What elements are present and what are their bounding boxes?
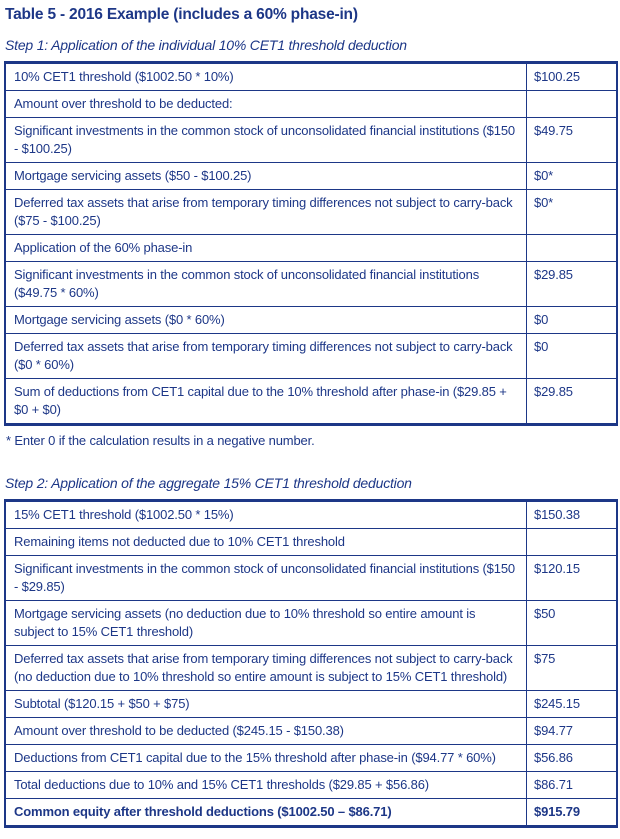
row-value: $86.71 (526, 771, 618, 799)
row-value: $49.75 (526, 117, 618, 163)
row-label: Significant investments in the common st… (4, 261, 527, 307)
page-title: Table 5 - 2016 Example (includes a 60% p… (5, 6, 358, 23)
table-row: Application of the 60% phase-in (4, 234, 618, 262)
step2-table: 15% CET1 threshold ($1002.50 * 15%) $150… (4, 499, 618, 828)
row-value: $94.77 (526, 717, 618, 745)
row-label: Total deductions due to 10% and 15% CET1… (4, 771, 527, 799)
row-value: $0* (526, 189, 618, 235)
row-label: Significant investments in the common st… (4, 555, 527, 601)
row-label: Subtotal ($120.15 + $50 + $75) (4, 690, 527, 718)
table-row: Significant investments in the common st… (4, 117, 618, 163)
row-value: $100.25 (526, 62, 618, 91)
table-row-total: Common equity after threshold deductions… (4, 798, 618, 827)
table-row: Mortgage servicing assets (no deduction … (4, 600, 618, 646)
table-row: 15% CET1 threshold ($1002.50 * 15%) $150… (4, 500, 618, 529)
row-value: $0* (526, 162, 618, 190)
table-row: 10% CET1 threshold ($1002.50 * 10%) $100… (4, 62, 618, 91)
row-value (526, 90, 618, 118)
row-value: $150.38 (526, 500, 618, 529)
row-label: Mortgage servicing assets (no deduction … (4, 600, 527, 646)
row-value (526, 528, 618, 556)
row-label: Remaining items not deducted due to 10% … (4, 528, 527, 556)
table-row: Deferred tax assets that arise from temp… (4, 645, 618, 691)
table-row: Deferred tax assets that arise from temp… (4, 189, 618, 235)
row-value (526, 234, 618, 262)
row-label: Deferred tax assets that arise from temp… (4, 189, 527, 235)
row-value: $56.86 (526, 744, 618, 772)
row-value: $915.79 (526, 798, 618, 827)
row-label: Mortgage servicing assets ($0 * 60%) (4, 306, 527, 334)
row-label: 15% CET1 threshold ($1002.50 * 15%) (4, 500, 527, 529)
row-value: $75 (526, 645, 618, 691)
table-row: Amount over threshold to be deducted: (4, 90, 618, 118)
table-row: Mortgage servicing assets ($50 - $100.25… (4, 162, 618, 190)
table-row: Mortgage servicing assets ($0 * 60%) $0 (4, 306, 618, 334)
row-label: Application of the 60% phase-in (4, 234, 527, 262)
step2-heading: Step 2: Application of the aggregate 15%… (5, 475, 412, 491)
row-label: Amount over threshold to be deducted ($2… (4, 717, 527, 745)
row-label: Mortgage servicing assets ($50 - $100.25… (4, 162, 527, 190)
row-label: Significant investments in the common st… (4, 117, 527, 163)
table-row: Sum of deductions from CET1 capital due … (4, 378, 618, 425)
step1-table: 10% CET1 threshold ($1002.50 * 10%) $100… (4, 61, 618, 426)
step1-heading: Step 1: Application of the individual 10… (5, 37, 407, 53)
row-value: $29.85 (526, 378, 618, 425)
row-label: Deferred tax assets that arise from temp… (4, 645, 527, 691)
row-value: $120.15 (526, 555, 618, 601)
row-value: $50 (526, 600, 618, 646)
table-row: Subtotal ($120.15 + $50 + $75) $245.15 (4, 690, 618, 718)
row-value: $0 (526, 306, 618, 334)
row-value: $245.15 (526, 690, 618, 718)
table-row: Total deductions due to 10% and 15% CET1… (4, 771, 618, 799)
row-value: $0 (526, 333, 618, 379)
table-row: Significant investments in the common st… (4, 261, 618, 307)
footnote: * Enter 0 if the calculation results in … (6, 433, 315, 448)
row-label: 10% CET1 threshold ($1002.50 * 10%) (4, 62, 527, 91)
row-value: $29.85 (526, 261, 618, 307)
table-row: Significant investments in the common st… (4, 555, 618, 601)
row-label: Amount over threshold to be deducted: (4, 90, 527, 118)
row-label: Sum of deductions from CET1 capital due … (4, 378, 527, 425)
row-label: Common equity after threshold deductions… (4, 798, 527, 827)
table-row: Deferred tax assets that arise from temp… (4, 333, 618, 379)
row-label: Deductions from CET1 capital due to the … (4, 744, 527, 772)
table-row: Amount over threshold to be deducted ($2… (4, 717, 618, 745)
row-label: Deferred tax assets that arise from temp… (4, 333, 527, 379)
table-row: Remaining items not deducted due to 10% … (4, 528, 618, 556)
table-row: Deductions from CET1 capital due to the … (4, 744, 618, 772)
